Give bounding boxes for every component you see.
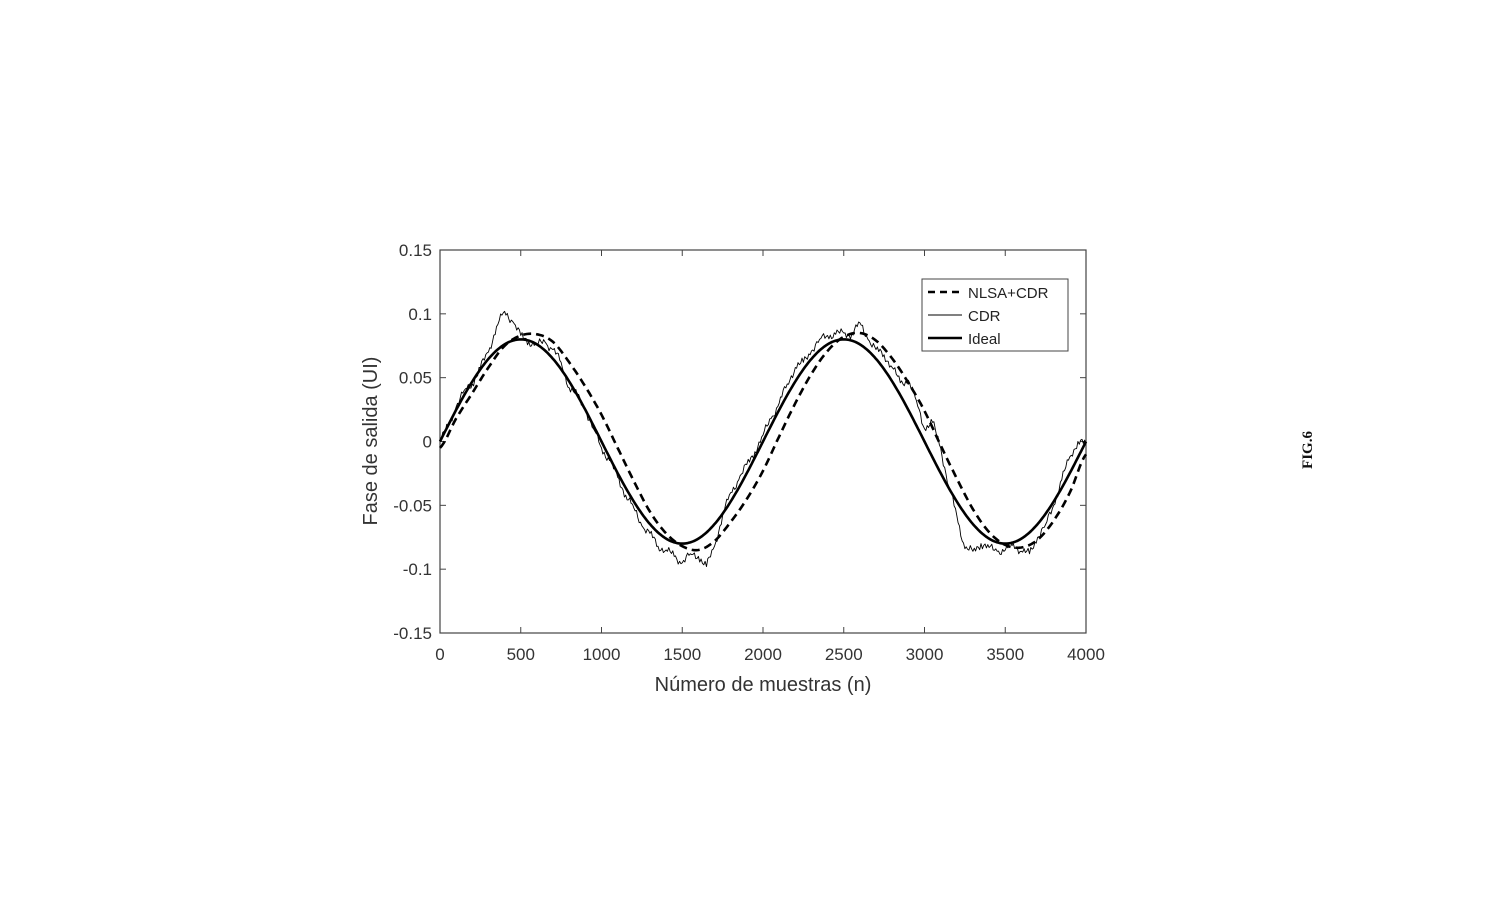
y-tick-label: 0.05 <box>399 369 432 388</box>
legend-label-nlsa-cdr: NLSA+CDR <box>968 285 1049 302</box>
x-tick-label: 3500 <box>986 645 1024 664</box>
x-tick-label: 1000 <box>583 645 621 664</box>
x-tick-label: 2500 <box>825 645 863 664</box>
y-tick-label: 0.15 <box>399 241 432 260</box>
x-tick-label: 0 <box>435 645 444 664</box>
series-line-ideal <box>438 338 1088 545</box>
axis-ticks <box>439 249 1087 634</box>
series-layer <box>438 310 1088 568</box>
tick-labels: 0 500 1000 1500 2000 2500 3000 3500 4000 -0.15 -0.… <box>393 241 1105 664</box>
series-line-cdr <box>439 310 1087 568</box>
y-tick-label: 0.1 <box>408 305 432 324</box>
y-axis-label: Fase de salida (UI) <box>360 357 382 526</box>
legend: NLSA+CDR CDR Ideal <box>921 278 1069 352</box>
x-tick-label: 500 <box>507 645 535 664</box>
series-line-nlsa-cdr <box>439 331 1088 552</box>
x-tick-label: 3000 <box>906 645 944 664</box>
y-tick-label: -0.05 <box>393 496 432 515</box>
x-tick-label: 1500 <box>663 645 701 664</box>
y-tick-label: 0 <box>423 433 432 452</box>
legend-label-cdr: CDR <box>968 308 1001 325</box>
y-tick-label: -0.1 <box>403 560 432 579</box>
x-tick-label: 4000 <box>1067 645 1105 664</box>
figure-label: FIG.6 <box>1300 431 1316 469</box>
x-tick-label: 2000 <box>744 645 782 664</box>
x-axis-label: Número de muestras (n) <box>655 674 872 696</box>
y-tick-label: -0.15 <box>393 624 432 643</box>
legend-label-ideal: Ideal <box>968 331 1001 348</box>
